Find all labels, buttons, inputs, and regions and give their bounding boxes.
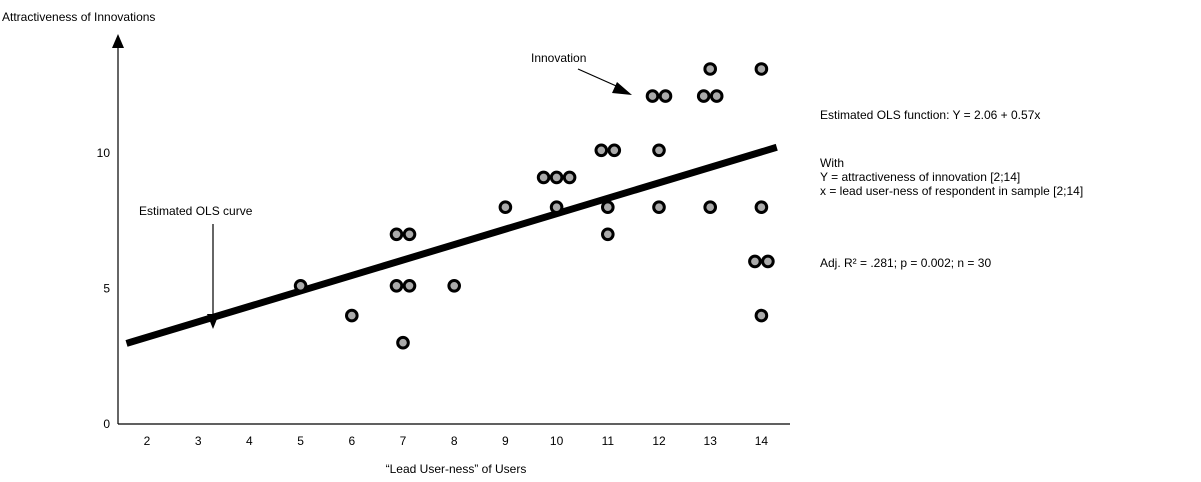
data-point: [402, 227, 417, 242]
data-point: [645, 89, 660, 103]
x-axis-label: “Lead User-ness” of Users: [386, 462, 527, 476]
data-point: [658, 89, 673, 103]
axes: [112, 34, 790, 425]
ols-curve-label: Estimated OLS curve: [139, 204, 253, 218]
scatter-chart: 2 3 4 5 6 7 8 9 10 11 12 13 14 0 5 10 Estimated OLS cur…: [2, 10, 790, 476]
data-point: [536, 170, 551, 185]
data-point: [754, 62, 769, 76]
x-tick-label: 7: [400, 434, 407, 448]
data-point: [709, 89, 724, 103]
ols-equation-text: Estimated OLS function: Y = 2.06 + 0.57x: [820, 108, 1041, 122]
data-point: [594, 143, 609, 158]
y-definition-text: Y = attractiveness of innovation [2;14]: [820, 170, 1021, 184]
x-tick-label: 8: [451, 434, 458, 448]
y-tick-label: 10: [97, 146, 111, 160]
y-axis-label: Attractiveness of Innovations: [2, 10, 155, 24]
x-tick-label: 5: [297, 434, 304, 448]
data-point: [389, 227, 404, 242]
ols-fit-line: [125, 143, 778, 347]
tick-labels: 2 3 4 5 6 7 8 9 10 11 12 13 14 0 5 10: [97, 146, 769, 448]
fit-line-group: [125, 143, 778, 347]
x-tick-label: 12: [652, 434, 666, 448]
data-point: [345, 308, 359, 323]
data-point: [754, 308, 769, 323]
data-point: [703, 200, 718, 214]
data-point: [402, 278, 417, 293]
data-point: [549, 170, 564, 185]
model-stats-text: Adj. R² = .281; p = 0.002; n = 30: [820, 256, 992, 270]
x-tick-label: 6: [348, 434, 355, 448]
ols-curve-arrowhead: [207, 314, 219, 329]
data-point: [562, 170, 577, 185]
with-label: With: [820, 156, 844, 170]
x-tick-label: 3: [195, 434, 202, 448]
x-tick-label: 14: [755, 434, 769, 448]
data-point: [498, 200, 513, 214]
annotations: Estimated OLS curve Innovation: [139, 51, 632, 329]
innovation-arrowhead: [612, 82, 632, 95]
data-point: [754, 200, 769, 214]
data-point: [652, 143, 666, 158]
data-point: [601, 227, 615, 242]
data-point: [607, 143, 622, 158]
innovation-label: Innovation: [531, 51, 586, 65]
data-point: [761, 254, 775, 269]
y-tick-label: 0: [103, 417, 110, 431]
data-point: [703, 62, 718, 76]
x-tick-label: 11: [602, 434, 615, 448]
x-tick-label: 13: [704, 434, 718, 448]
x-definition-text: x = lead user-ness of respondent in samp…: [820, 184, 1084, 198]
data-point: [549, 200, 564, 214]
x-tick-label: 10: [550, 434, 564, 448]
y-tick-label: 5: [103, 282, 110, 296]
x-tick-label: 9: [502, 434, 509, 448]
data-point: [447, 278, 462, 293]
data-point: [652, 200, 666, 214]
data-point: [293, 278, 308, 293]
data-point: [601, 200, 615, 214]
x-tick-label: 4: [246, 434, 253, 448]
data-point: [389, 278, 404, 293]
data-point: [696, 89, 711, 103]
x-tick-label: 2: [144, 434, 151, 448]
data-point: [748, 254, 762, 269]
data-points: [293, 62, 775, 350]
y-axis-arrowhead: [112, 34, 124, 48]
data-point: [396, 335, 410, 350]
